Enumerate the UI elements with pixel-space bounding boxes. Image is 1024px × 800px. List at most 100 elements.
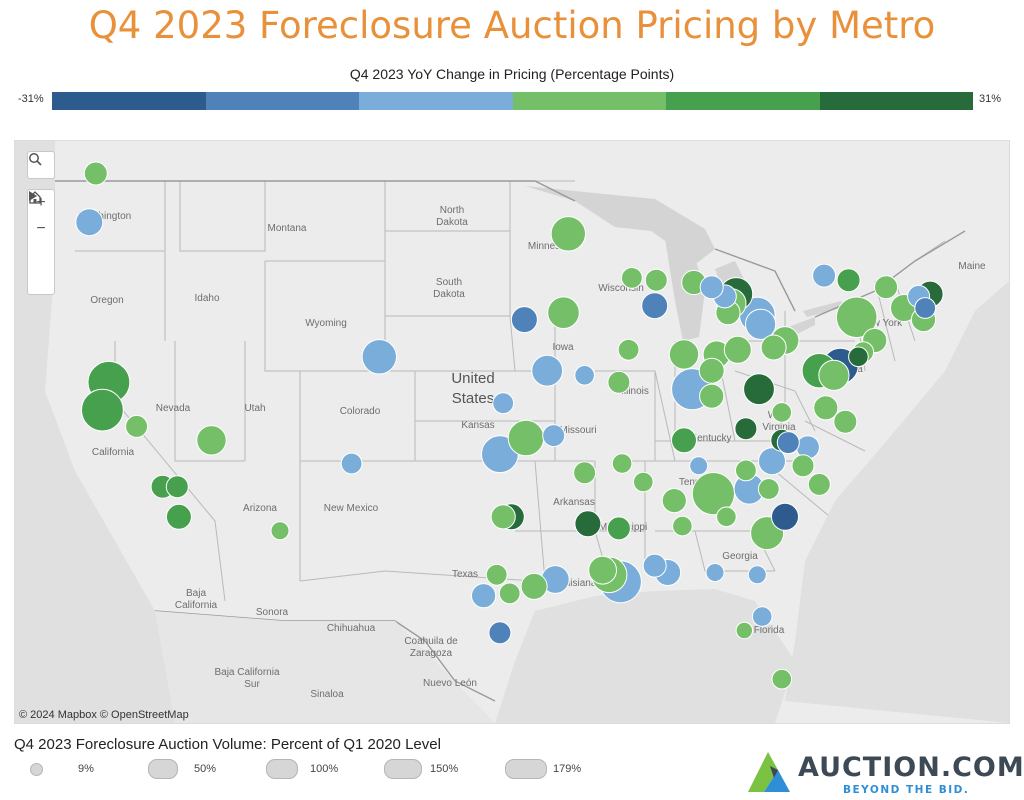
metro-bubble[interactable] xyxy=(573,461,597,485)
map-label-baja-1: Baja xyxy=(186,588,206,599)
metro-bubble[interactable] xyxy=(361,339,397,375)
metro-bubble[interactable] xyxy=(510,306,538,334)
metro-bubble[interactable] xyxy=(485,563,508,586)
metro-bubble[interactable] xyxy=(735,459,757,482)
metro-bubble[interactable] xyxy=(641,292,669,320)
metro-bubble[interactable] xyxy=(607,370,631,394)
metro-bubble[interactable] xyxy=(125,414,149,438)
metro-bubble[interactable] xyxy=(196,425,227,456)
metro-bubble[interactable] xyxy=(644,268,668,292)
search-icon xyxy=(29,153,42,166)
metro-bubble[interactable] xyxy=(507,419,545,457)
metro-bubbles[interactable] xyxy=(75,161,944,690)
metro-bubble[interactable] xyxy=(914,297,937,319)
metro-bubble[interactable] xyxy=(807,472,831,496)
metro-bubble[interactable] xyxy=(699,275,724,300)
metro-bubble[interactable] xyxy=(471,583,497,609)
metro-bubble[interactable] xyxy=(771,502,799,531)
metro-bubble[interactable] xyxy=(550,216,586,252)
metro-bubble[interactable] xyxy=(574,510,602,538)
metro-bubble[interactable] xyxy=(488,621,512,645)
metro-bubble[interactable] xyxy=(745,308,777,340)
metro-bubble[interactable] xyxy=(734,417,758,441)
map-label-sonora: Sonora xyxy=(256,607,289,618)
map-label-new-york: New York xyxy=(860,318,903,329)
zoom-in-button[interactable]: + xyxy=(28,190,54,216)
metro-bubble[interactable] xyxy=(574,365,595,386)
map-attribution[interactable]: © 2024 Mapbox © OpenStreetMap xyxy=(19,709,189,721)
home-icon xyxy=(29,191,41,204)
map-label-west-virginia-2: Virginia xyxy=(762,422,796,433)
metro-bubble[interactable] xyxy=(689,456,709,476)
metro-bubble[interactable] xyxy=(671,427,697,454)
metro-bubble[interactable] xyxy=(668,339,700,370)
metro-bubble[interactable] xyxy=(547,296,580,329)
metro-bubble[interactable] xyxy=(813,395,839,421)
metro-bubble[interactable] xyxy=(165,503,192,530)
metro-bubble[interactable] xyxy=(705,563,725,582)
volume-legend-label-150: 150% xyxy=(430,763,459,775)
metro-bubble[interactable] xyxy=(492,392,515,415)
metro-bubble[interactable] xyxy=(747,565,767,585)
map-label-north-dakota-2: Dakota xyxy=(436,217,468,228)
metro-bubble[interactable] xyxy=(611,453,633,474)
metro-bubble[interactable] xyxy=(699,383,725,409)
metro-bubble[interactable] xyxy=(698,357,725,384)
metro-bubble[interactable] xyxy=(723,335,752,364)
metro-bubble[interactable] xyxy=(490,504,516,530)
metro-bubble[interactable] xyxy=(621,266,643,289)
map-search-button[interactable] xyxy=(27,151,55,179)
metro-bubble[interactable] xyxy=(771,668,793,690)
color-legend-bin xyxy=(205,92,359,110)
zoom-out-button[interactable]: − xyxy=(28,216,54,242)
metro-bubble[interactable] xyxy=(642,553,667,578)
home-button[interactable] xyxy=(28,191,54,268)
zoom-out-icon: − xyxy=(36,220,46,237)
metro-bubble[interactable] xyxy=(81,388,124,432)
metro-bubble[interactable] xyxy=(531,354,564,387)
metro-bubble[interactable] xyxy=(520,572,548,600)
metro-bubble[interactable] xyxy=(165,475,189,499)
metro-bubble[interactable] xyxy=(661,488,687,514)
metro-bubble[interactable] xyxy=(340,452,363,475)
metro-bubble[interactable] xyxy=(771,402,793,423)
metro-bubble[interactable] xyxy=(751,606,773,627)
volume-legend-label-100: 100% xyxy=(310,763,339,775)
metro-bubble[interactable] xyxy=(818,359,850,391)
metro-bubble[interactable] xyxy=(716,506,737,528)
metro-bubble[interactable] xyxy=(848,346,869,368)
metro-bubble[interactable] xyxy=(835,296,878,339)
metro-bubble[interactable] xyxy=(812,263,837,288)
metro-bubble[interactable] xyxy=(542,424,566,448)
map-panel[interactable]: Washington Oregon Idaho Montana North Dakota S… xyxy=(14,140,1010,724)
metro-bubble[interactable] xyxy=(617,338,640,361)
metro-bubble[interactable] xyxy=(498,582,521,605)
metro-bubble[interactable] xyxy=(836,268,861,293)
metro-bubble[interactable] xyxy=(606,516,631,541)
metro-bubble[interactable] xyxy=(833,409,858,434)
metro-bubble[interactable] xyxy=(83,161,108,186)
metro-bubble[interactable] xyxy=(735,621,753,640)
logo-wordmark[interactable]: AUCTION.COM xyxy=(798,752,1024,783)
metro-bubble[interactable] xyxy=(633,471,654,493)
play-button[interactable] xyxy=(28,191,54,294)
metro-bubble[interactable] xyxy=(760,334,787,361)
metro-bubble[interactable] xyxy=(672,515,693,537)
map-label-baja-sur-1: Baja California xyxy=(214,667,279,678)
metro-bubble[interactable] xyxy=(874,275,899,300)
map-label-baja-2: California xyxy=(175,600,218,611)
metro-bubble[interactable] xyxy=(75,208,104,237)
map-label-arkansas: Arkansas xyxy=(553,497,595,508)
metro-bubble[interactable] xyxy=(588,555,617,585)
map-label-washington: Washington xyxy=(79,211,131,222)
metro-bubble[interactable] xyxy=(757,478,780,500)
metro-bubble[interactable] xyxy=(743,373,775,406)
metro-bubble[interactable] xyxy=(791,454,815,478)
map-label-wyoming: Wyoming xyxy=(305,318,347,329)
metro-bubble[interactable] xyxy=(270,521,290,541)
color-legend-min: -31% xyxy=(18,93,44,105)
metro-bubble[interactable] xyxy=(758,447,786,476)
metro-bubble[interactable] xyxy=(776,431,800,455)
